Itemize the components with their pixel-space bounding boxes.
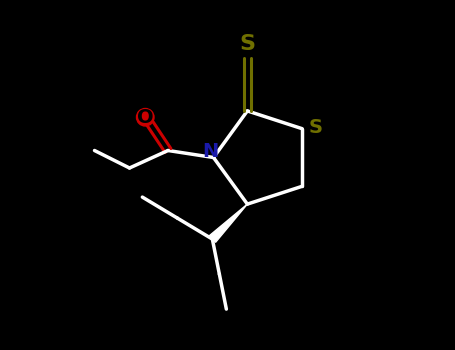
Polygon shape — [209, 204, 248, 242]
Text: N: N — [202, 142, 219, 161]
Text: S: S — [239, 34, 255, 54]
Text: O: O — [137, 108, 153, 127]
Text: S: S — [308, 119, 323, 138]
Circle shape — [136, 108, 154, 126]
